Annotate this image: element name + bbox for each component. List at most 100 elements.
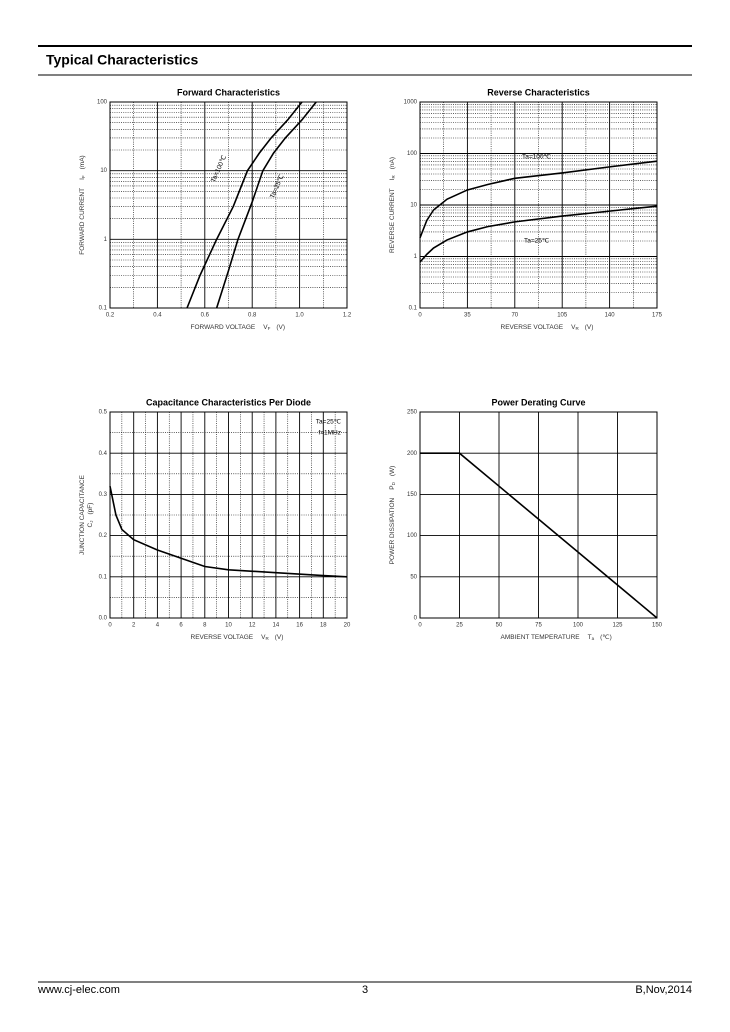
data-line <box>419 160 658 239</box>
x-tick-label: 0.8 <box>248 313 257 319</box>
plot-frame <box>419 411 658 619</box>
x-tick-label: 1.2 <box>343 313 352 319</box>
annotation: Ta=25℃ <box>316 419 342 426</box>
y-tick-label: 100 <box>407 533 418 539</box>
x-axis-label-sub: F <box>268 326 271 331</box>
y-tick-label: 0.1 <box>409 306 418 312</box>
plot-frame <box>109 101 348 309</box>
y-tick-label: 0.0 <box>99 616 108 622</box>
x-tick-label: 18 <box>320 623 327 629</box>
x-axis-label-unit: (V) <box>276 324 285 331</box>
chart-title: Capacitance Characteristics Per Diode <box>146 397 311 407</box>
y-tick-label: 100 <box>407 151 418 157</box>
y-tick-label: 10 <box>410 203 417 209</box>
plot-frame <box>419 101 658 309</box>
footer-site: www.cj-elec.com <box>37 984 120 996</box>
annotation: f=1MHz <box>318 430 341 437</box>
x-tick-label: 0 <box>108 623 112 629</box>
x-axis-label-sub: R <box>265 636 269 641</box>
x-axis-label-text: AMBIENT TEMPERATURE <box>501 634 581 641</box>
series-label: Ta=100℃ <box>210 154 228 184</box>
y-axis-label-unit: (mA) <box>79 155 86 169</box>
y-axis-label: CJ (pF) <box>87 503 94 528</box>
x-axis-label-text: FORWARD VOLTAGE <box>191 324 256 331</box>
x-axis-label-symbol: T <box>588 634 592 641</box>
y-axis-label-unit: (nA) <box>389 157 396 169</box>
y-axis-label: JUNCTION CAPACITANCE <box>79 474 86 555</box>
x-tick-label: 0 <box>418 313 422 319</box>
x-axis-label-unit: (V) <box>585 324 594 331</box>
y-axis-label-symbol: C <box>87 522 94 527</box>
data-line <box>420 452 658 619</box>
x-axis-label-symbol: V <box>571 324 576 331</box>
x-axis-label: REVERSE VOLTAGE VR (V) <box>191 634 284 641</box>
x-tick-label: 0 <box>418 623 422 629</box>
series-label: Ta=25℃ <box>524 238 550 245</box>
y-tick-label: 10 <box>100 168 107 174</box>
data-line <box>215 101 317 309</box>
x-tick-label: 0.4 <box>153 313 162 319</box>
page-title: Typical Characteristics <box>46 52 198 68</box>
y-axis-label-sub: F <box>81 175 86 178</box>
x-tick-label: 14 <box>273 623 280 629</box>
x-tick-label: 125 <box>612 623 623 629</box>
y-tick-label: 50 <box>410 574 417 580</box>
x-tick-label: 140 <box>605 313 616 319</box>
x-tick-label: 4 <box>156 623 160 629</box>
x-tick-label: 0.2 <box>106 313 115 319</box>
y-tick-label: 0.3 <box>99 492 108 498</box>
x-tick-label: 175 <box>652 313 663 319</box>
y-tick-label: 0.5 <box>99 410 108 416</box>
x-axis-label: REVERSE VOLTAGE VR (V) <box>501 324 594 331</box>
y-tick-label: 1 <box>104 237 108 243</box>
x-axis-label: AMBIENT TEMPERATURE Ta (℃) <box>501 634 612 641</box>
footer-revision: B,Nov,2014 <box>635 984 692 996</box>
page-number: 3 <box>362 984 368 996</box>
x-axis-label-sub: a <box>592 636 595 641</box>
y-axis-label-unit: (pF) <box>87 503 94 515</box>
y-axis-label: FORWARD CURRENT IF (mA) <box>79 155 86 254</box>
x-axis-label: FORWARD VOLTAGE VF (V) <box>191 324 286 331</box>
x-tick-label: 70 <box>511 313 518 319</box>
y-axis-label-symbol: I <box>79 178 86 180</box>
x-tick-label: 1.0 <box>295 313 304 319</box>
y-tick-label: 0.1 <box>99 574 108 580</box>
y-axis-label-text: JUNCTION CAPACITANCE <box>79 474 86 555</box>
chart-title: Reverse Characteristics <box>487 87 590 97</box>
y-tick-label: 0 <box>414 616 418 622</box>
y-tick-label: 0.4 <box>99 451 108 457</box>
x-tick-label: 50 <box>496 623 503 629</box>
x-tick-label: 2 <box>132 623 136 629</box>
x-axis-label-unit: (V) <box>275 634 284 641</box>
x-tick-label: 16 <box>296 623 303 629</box>
x-axis-label-text: REVERSE VOLTAGE <box>501 324 564 331</box>
x-tick-label: 150 <box>652 623 663 629</box>
x-tick-label: 20 <box>344 623 351 629</box>
x-axis-label-symbol: V <box>263 324 268 331</box>
y-tick-label: 200 <box>407 451 418 457</box>
series-label: Ta=25℃ <box>269 173 286 199</box>
x-axis-label-sub: R <box>575 326 579 331</box>
y-tick-label: 0.1 <box>99 306 108 312</box>
x-tick-label: 25 <box>456 623 463 629</box>
y-axis-label-text: REVERSE CURRENT <box>389 188 396 253</box>
chart-title: Forward Characteristics <box>177 87 280 97</box>
x-tick-label: 75 <box>535 623 542 629</box>
y-tick-label: 1000 <box>404 100 418 106</box>
y-axis-label-text: FORWARD CURRENT <box>79 188 86 255</box>
x-axis-label-text: REVERSE VOLTAGE <box>191 634 254 641</box>
plot-frame <box>109 411 348 619</box>
y-axis-label-sub: R <box>391 175 396 179</box>
y-axis-label-text: POWER DISSIPATION <box>389 497 396 564</box>
x-tick-label: 0.6 <box>201 313 210 319</box>
y-tick-label: 250 <box>407 410 418 416</box>
x-axis-label-symbol: V <box>261 634 266 641</box>
data-line <box>419 205 658 263</box>
y-axis-label-symbol: I <box>389 178 396 180</box>
chart-title: Power Derating Curve <box>491 397 585 407</box>
x-tick-label: 8 <box>203 623 207 629</box>
x-tick-label: 6 <box>179 623 183 629</box>
y-axis-label-unit: (W) <box>389 466 396 476</box>
y-tick-label: 100 <box>97 100 108 106</box>
